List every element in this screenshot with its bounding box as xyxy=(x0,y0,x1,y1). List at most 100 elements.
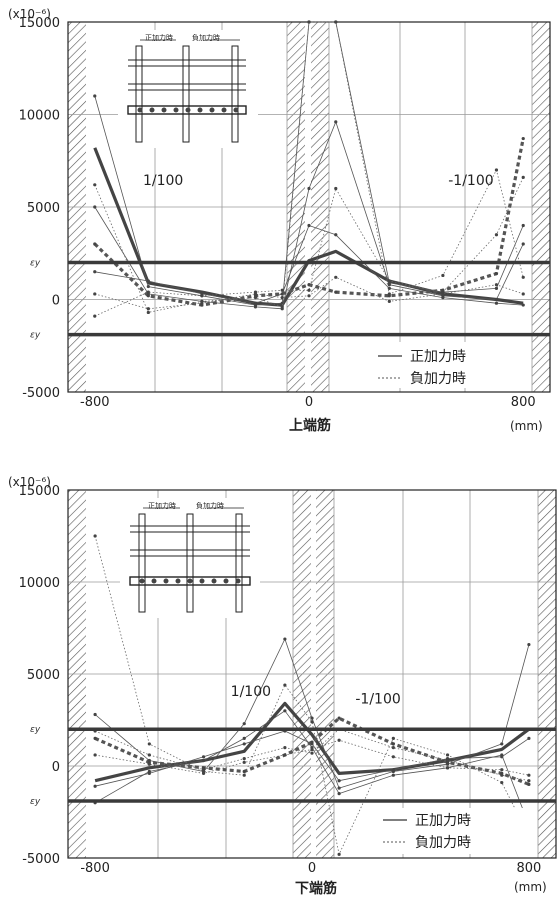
data-point xyxy=(337,738,341,742)
data-point xyxy=(445,753,450,757)
chart-bottom: 正加力時 負加力時 εy εy 正加力時 負加力時 xyxy=(8,475,557,897)
data-point xyxy=(307,283,311,287)
data-point xyxy=(93,242,97,246)
data-point xyxy=(494,272,499,276)
data-point xyxy=(521,175,525,179)
y-ticks: 15000 10000 5000 0 -5000 xyxy=(19,484,60,867)
data-point xyxy=(445,766,450,770)
data-point xyxy=(391,768,395,772)
data-point xyxy=(521,275,525,279)
chart-top: 正加力時 負加力時 εy εy 正加力時 xyxy=(8,7,551,434)
data-point xyxy=(200,294,204,298)
data-point xyxy=(280,288,284,292)
x-tick-label: -800 xyxy=(80,395,110,410)
data-point xyxy=(242,736,246,741)
data-point xyxy=(201,768,206,772)
annotations: 1/100 -1/100 xyxy=(143,173,494,189)
y-tick-label: -5000 xyxy=(22,386,60,401)
data-point xyxy=(280,305,284,309)
data-point xyxy=(527,773,531,777)
y-tick-label: 0 xyxy=(52,760,60,775)
data-point xyxy=(93,205,97,209)
legend: 正加力時 負加力時 xyxy=(375,808,535,854)
legend-negative-label: 負加力時 xyxy=(415,835,471,851)
data-point xyxy=(147,753,151,757)
data-point xyxy=(391,742,395,746)
annotations: 1/100 -1/100 xyxy=(231,684,401,707)
series-layer xyxy=(93,534,531,856)
y-ticks: 15000 10000 5000 0 -5000 xyxy=(19,16,60,401)
data-point xyxy=(93,736,97,741)
data-point xyxy=(494,297,499,302)
annotation-label: 1/100 xyxy=(231,684,271,700)
x-tick-label: 0 xyxy=(308,861,316,876)
series-line-neg-bold xyxy=(94,716,530,786)
data-point xyxy=(93,94,97,98)
data-point xyxy=(521,223,525,228)
data-point xyxy=(242,769,246,774)
x-axis-unit: (mm) xyxy=(510,419,543,433)
annotation-label: -1/100 xyxy=(448,173,493,189)
y-tick-label: 15000 xyxy=(19,16,60,31)
data-point xyxy=(147,762,151,766)
data-point xyxy=(310,720,314,724)
data-point xyxy=(441,273,445,278)
data-point xyxy=(494,286,499,290)
data-point xyxy=(242,722,246,726)
data-point xyxy=(337,779,341,783)
annotation-label: -1/100 xyxy=(355,691,400,707)
data-point xyxy=(521,292,525,296)
data-point xyxy=(283,753,287,757)
data-point xyxy=(93,183,97,187)
series-line-pos-bold xyxy=(93,147,524,307)
x-tick-label: -800 xyxy=(80,861,110,876)
data-point xyxy=(337,716,341,720)
x-axis-unit: (mm) xyxy=(514,880,547,894)
data-point xyxy=(391,773,395,777)
data-point xyxy=(242,757,246,761)
data-point xyxy=(147,769,151,774)
data-point xyxy=(387,292,391,296)
yield-strain-label: εy xyxy=(30,259,41,269)
y-multiplier: (x10⁻⁶) xyxy=(8,475,51,489)
data-point xyxy=(307,223,311,228)
data-point xyxy=(445,762,450,766)
data-point xyxy=(391,746,395,750)
series-line-pos-thin xyxy=(94,121,524,310)
series-line-neg-bold xyxy=(93,138,525,307)
data-point xyxy=(93,270,97,274)
data-point xyxy=(147,758,151,763)
data-point xyxy=(310,742,314,746)
plot-frame xyxy=(67,489,557,859)
data-point xyxy=(334,275,338,279)
data-point xyxy=(310,751,314,755)
data-point xyxy=(445,758,450,763)
data-point xyxy=(283,683,287,687)
data-point xyxy=(201,771,206,775)
data-point xyxy=(334,233,338,237)
yield-lines: εy εy xyxy=(30,259,550,341)
data-point xyxy=(201,758,206,763)
data-point xyxy=(283,746,287,750)
inset-diagram: 正加力時 負加力時 xyxy=(120,498,260,618)
data-point xyxy=(527,642,531,647)
data-point xyxy=(307,20,311,24)
y-tick-label: 5000 xyxy=(27,201,60,216)
data-point xyxy=(334,290,338,294)
data-point xyxy=(307,294,311,298)
data-point xyxy=(307,288,311,292)
data-point xyxy=(93,712,97,717)
y-tick-label: -5000 xyxy=(22,852,60,867)
data-point xyxy=(93,753,97,757)
data-point xyxy=(253,296,258,300)
data-point xyxy=(441,296,445,300)
x-axis-label: 上端筋 xyxy=(289,417,331,434)
inset-neg-label: 負加力時 xyxy=(192,33,220,42)
y-tick-label: 0 xyxy=(52,294,60,309)
data-point xyxy=(521,242,525,246)
legend-positive-label: 正加力時 xyxy=(415,813,471,829)
data-point xyxy=(527,736,531,741)
inset-pos-label: 正加力時 xyxy=(148,501,176,510)
data-point xyxy=(527,782,531,787)
